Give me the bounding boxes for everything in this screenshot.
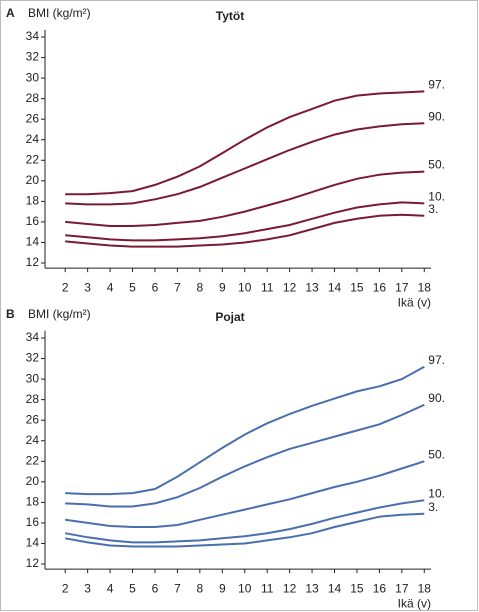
x-axis-label: Ikä (v) <box>398 596 431 610</box>
chart-title: Tytöt <box>216 9 244 23</box>
y-tick-label: 22 <box>26 453 40 467</box>
y-tick-label: 16 <box>26 214 40 228</box>
series-label: 50. <box>428 158 445 172</box>
percentile-line <box>65 499 425 544</box>
x-tick-label: 10 <box>238 581 252 595</box>
series-label: 3. <box>428 500 438 514</box>
y-tick-label: 30 <box>26 371 40 385</box>
x-tick-label: 4 <box>107 581 114 595</box>
x-tick-label: 6 <box>152 581 159 595</box>
percentile-line <box>65 460 425 528</box>
x-tick-label: 9 <box>219 280 226 294</box>
percentile-line <box>65 365 425 496</box>
x-axis-label: Ikä (v) <box>398 295 431 309</box>
x-tick-label: 18 <box>418 581 432 595</box>
series-label: 10. <box>428 486 445 500</box>
x-tick-label: 18 <box>418 280 432 294</box>
percentile-line <box>65 512 425 548</box>
series-label: 3. <box>428 202 438 216</box>
percentile-line <box>65 90 425 196</box>
y-tick-label: 32 <box>26 351 40 365</box>
x-tick-label: 16 <box>373 280 387 294</box>
y-tick-label: 16 <box>26 515 40 529</box>
series-label: 90. <box>428 109 445 123</box>
chart-title: Pojat <box>215 310 244 324</box>
x-tick-label: 16 <box>373 581 387 595</box>
x-tick-label: 4 <box>107 280 114 294</box>
x-tick-label: 7 <box>174 280 181 294</box>
x-tick-label: 5 <box>129 581 136 595</box>
series-label: 97. <box>428 353 445 367</box>
x-tick-label: 8 <box>197 581 204 595</box>
x-tick-label: 14 <box>328 280 342 294</box>
panel-label: B <box>6 307 15 321</box>
y-tick-label: 26 <box>26 111 40 125</box>
x-tick-label: 13 <box>305 581 319 595</box>
y-axis-label: BMI (kg/m²) <box>28 307 91 321</box>
y-tick-label: 18 <box>26 194 40 208</box>
y-tick-label: 24 <box>26 433 40 447</box>
x-tick-label: 2 <box>62 280 69 294</box>
y-tick-label: 22 <box>26 152 40 166</box>
series-label: 50. <box>428 447 445 461</box>
percentile-line <box>65 122 425 206</box>
x-tick-label: 8 <box>197 280 204 294</box>
x-tick-label: 14 <box>328 581 342 595</box>
y-tick-label: 18 <box>26 495 40 509</box>
x-tick-label: 13 <box>305 280 319 294</box>
y-axis-label: BMI (kg/m²) <box>28 6 91 20</box>
x-tick-label: 3 <box>84 280 91 294</box>
x-tick-label: 7 <box>174 581 181 595</box>
x-tick-label: 6 <box>152 280 159 294</box>
y-tick-label: 20 <box>26 173 40 187</box>
x-tick-label: 9 <box>219 581 226 595</box>
y-tick-label: 12 <box>26 255 40 269</box>
x-tick-label: 2 <box>62 581 69 595</box>
percentile-line <box>65 201 425 242</box>
y-tick-label: 28 <box>26 392 40 406</box>
y-tick-label: 30 <box>26 70 40 84</box>
series-label: 10. <box>428 190 445 204</box>
y-tick-label: 26 <box>26 412 40 426</box>
series-label: 97. <box>428 78 445 92</box>
x-tick-label: 5 <box>129 280 136 294</box>
y-tick-label: 14 <box>26 536 40 550</box>
series-label: 90. <box>428 391 445 405</box>
x-tick-label: 11 <box>261 581 274 595</box>
y-tick-label: 24 <box>26 132 40 146</box>
panel-label: A <box>6 6 15 20</box>
y-tick-label: 20 <box>26 474 40 488</box>
percentile-line <box>65 403 425 508</box>
x-tick-label: 17 <box>395 581 409 595</box>
x-tick-label: 15 <box>350 280 364 294</box>
y-tick-label: 14 <box>26 235 40 249</box>
x-tick-label: 15 <box>350 581 364 595</box>
y-tick-label: 34 <box>26 29 40 43</box>
x-tick-label: 17 <box>395 280 409 294</box>
x-tick-label: 11 <box>261 280 274 294</box>
y-tick-label: 32 <box>26 50 40 64</box>
x-tick-label: 12 <box>283 280 297 294</box>
x-tick-label: 12 <box>283 581 297 595</box>
percentile-line <box>65 170 425 227</box>
y-tick-label: 12 <box>26 556 40 570</box>
x-tick-label: 3 <box>84 581 91 595</box>
y-tick-label: 28 <box>26 91 40 105</box>
percentile-line <box>65 213 425 248</box>
x-tick-label: 10 <box>238 280 252 294</box>
y-tick-label: 34 <box>26 330 40 344</box>
